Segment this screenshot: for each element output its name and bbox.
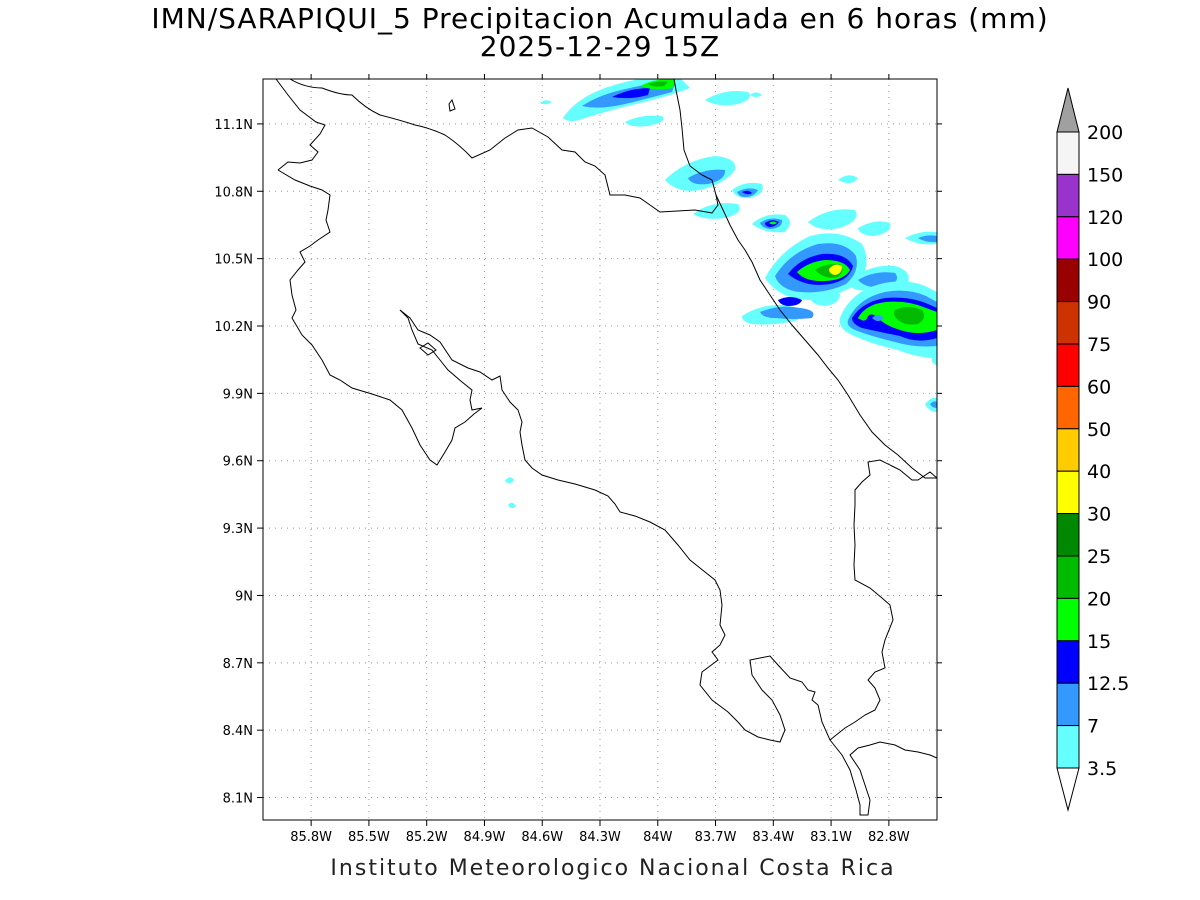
osa-peninsula [737, 459, 937, 743]
axis-labels: 85.8W 85.5W 85.2W 84.9W 84.6W 84.3W 84W 83.7W 83… [214, 118, 910, 845]
pacific-coastline-central [399, 309, 739, 723]
x-tick-label: 83.7W [695, 830, 737, 845]
colorbar-swatch [1056, 385, 1080, 430]
x-tick-label: 82.8W [868, 830, 910, 845]
x-tick-label: 84.3W [579, 830, 621, 845]
colorbar-level-label: 200 [1087, 122, 1123, 144]
colorbar-level-label: 30 [1087, 504, 1111, 526]
precip-area-blue [760, 306, 814, 319]
y-tick-label: 9.9N [223, 387, 253, 402]
colorbar-level-label: 15 [1087, 631, 1111, 653]
precip-area-cyan [750, 92, 762, 97]
nicaragua-lake-shore [289, 79, 719, 214]
x-tick-label: 83.4W [752, 830, 794, 845]
precip-area-cyan [540, 100, 552, 105]
colorbar-swatch [1056, 301, 1080, 345]
map-title: IMN/SARAPIQUI_5 Precipitacion Acumulada … [151, 2, 1049, 35]
colorbar-swatch [1056, 258, 1080, 303]
colorbar-swatch [1056, 428, 1080, 472]
precipitation-contours [505, 79, 937, 509]
colorbar-swatch [1056, 343, 1080, 387]
island-outline [448, 98, 456, 112]
axis-ticks [257, 74, 942, 826]
colorbar-swatch [1056, 131, 1080, 175]
x-tick-label: 84W [643, 830, 673, 845]
coastlines [275, 79, 937, 816]
precip-area-green [769, 221, 777, 225]
caribbean-coastline [715, 194, 937, 479]
precip-area-blue [930, 401, 937, 408]
x-tick-label: 84.6W [521, 830, 563, 845]
x-tick-label: 85.8W [290, 830, 332, 845]
colorbar-level-label: 90 [1087, 292, 1111, 314]
y-tick-label: 8.7N [223, 657, 253, 672]
x-tick-label: 84.9W [464, 830, 506, 845]
precip-area-darkgreen [894, 307, 925, 325]
colorbar-level-label: 60 [1087, 376, 1111, 398]
precip-area-deepblue [742, 190, 752, 195]
colorbar-level-label: 120 [1087, 207, 1123, 229]
precip-area-cyan [625, 115, 664, 127]
colorbar-level-label: 7 [1087, 716, 1099, 738]
pacific-coastline-north [277, 169, 483, 466]
y-tick-label: 10.5N [214, 253, 253, 268]
colorbar-swatch [1056, 470, 1080, 515]
colorbar-swatch [1056, 555, 1080, 599]
precip-area-darkgreen [648, 81, 668, 87]
footer-credit: Instituto Meteorologico Nacional Costa R… [330, 856, 896, 881]
precip-area-hole [872, 315, 884, 321]
y-tick-label: 11.1N [214, 118, 253, 133]
plot-background [263, 79, 937, 820]
colorbar-level-label: 150 [1087, 164, 1123, 186]
y-tick-label: 9.6N [223, 455, 253, 470]
colorbar-level-label: 12.5 [1087, 673, 1129, 695]
precip-area-cyan [838, 175, 858, 184]
precip-area-yellow [829, 264, 842, 275]
colorbar-swatch [1056, 682, 1080, 727]
precip-area-blue [918, 235, 937, 243]
precip-area-cyan [693, 203, 740, 219]
precip-area-cyan [858, 221, 891, 236]
nicaragua-border [275, 79, 326, 171]
colorbar-level-label: 3.5 [1087, 758, 1117, 780]
precip-area-cyan [808, 209, 857, 230]
burica-peninsula [829, 739, 937, 816]
precip-area-cyan [932, 350, 937, 366]
x-tick-label: 85.2W [406, 830, 448, 845]
y-tick-label: 9.3N [223, 522, 253, 537]
colorbar-level-label: 20 [1087, 588, 1111, 610]
colorbar-top-arrow [1056, 87, 1080, 133]
x-tick-label: 83.1W [810, 830, 852, 845]
precip-area-cyan [810, 292, 840, 306]
precip-area-deepblue [612, 88, 650, 99]
precip-area-cyan [705, 91, 751, 106]
y-tick-label: 10.2N [214, 320, 253, 335]
x-tick-label: 85.5W [348, 830, 390, 845]
precip-area-cyan [505, 477, 514, 484]
colorbar-swatch [1056, 597, 1080, 642]
y-tick-label: 9N [235, 589, 253, 604]
nicoya-gulf-island [419, 342, 437, 356]
colorbar-swatch [1056, 640, 1080, 684]
colorbar-swatch [1056, 513, 1080, 557]
colorbar-level-label: 50 [1087, 419, 1111, 441]
map-datetime: 2025-12-29 15Z [479, 30, 721, 63]
precip-area-cyan [508, 502, 516, 509]
colorbar-level-label: 25 [1087, 546, 1111, 568]
colorbar-swatch [1056, 173, 1080, 218]
colorbar-swatch [1056, 216, 1080, 260]
colorbar-level-label: 75 [1087, 334, 1111, 356]
colorbar-level-label: 40 [1087, 461, 1111, 483]
colorbar-level-label: 100 [1087, 249, 1123, 271]
color-legend: 200 150 120 100 90 75 60 50 40 30 25 20 15 12.5 7 3.5 [1056, 87, 1129, 812]
y-tick-label: 8.4N [223, 724, 253, 739]
y-tick-label: 10.8N [214, 185, 253, 200]
precip-area-deepblue [778, 297, 802, 306]
y-tick-label: 8.1N [223, 792, 253, 807]
colorbar-bottom-arrow [1056, 767, 1080, 812]
colorbar-swatch [1056, 725, 1080, 769]
grid-lines [263, 79, 937, 820]
